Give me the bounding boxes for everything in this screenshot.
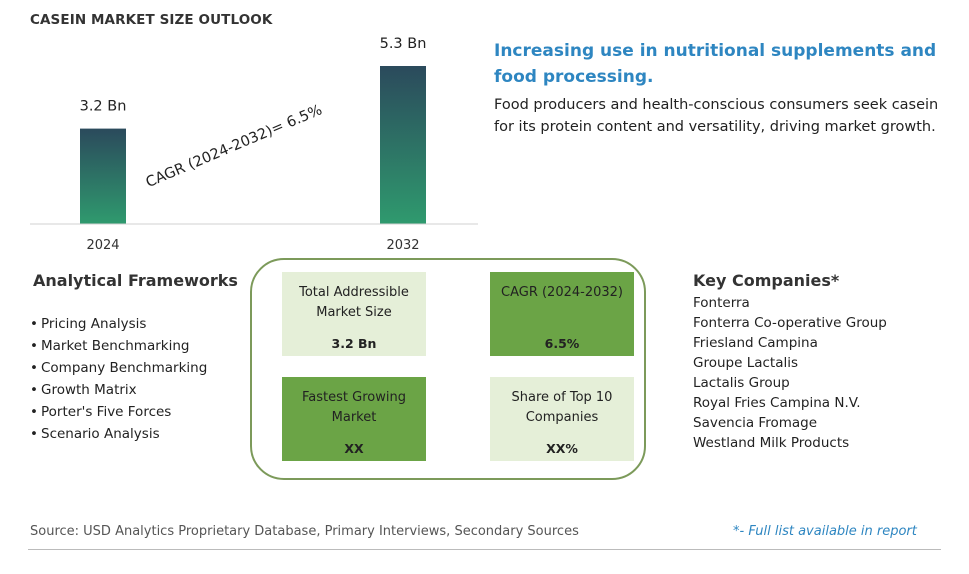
bullet-icon: • — [30, 316, 38, 332]
fastest-market-card: Fastest Growing Market XX — [282, 377, 426, 461]
x-tick-label-2024: 2024 — [86, 238, 119, 253]
list-item: • Company Benchmarking — [30, 357, 207, 379]
data-label-2032: 5.3 Bn — [380, 36, 427, 52]
cagr-value: 6.5% — [544, 336, 580, 351]
top10-share-card: Share of Top 10 Companies XX% — [490, 377, 634, 461]
bullet-icon: • — [30, 360, 38, 376]
tam-value: 3.2 Bn — [331, 336, 377, 351]
top10-share-label: Share of Top 10 Companies — [511, 390, 613, 425]
fastest-market-value: XX — [344, 441, 364, 456]
list-item: • Pricing Analysis — [30, 313, 207, 335]
frameworks-title: Analytical Frameworks — [33, 271, 238, 290]
fastest-market-label: Fastest Growing Market — [302, 390, 406, 425]
companies-title: Key Companies* — [693, 271, 840, 290]
companies-list: Fonterra Fonterra Co-operative Group Fri… — [693, 293, 887, 453]
bullet-icon: • — [30, 404, 38, 420]
list-item: • Market Benchmarking — [30, 335, 207, 357]
list-item: Westland Milk Products — [693, 435, 850, 451]
list-item: Lactalis Group — [693, 375, 790, 391]
bullet-icon: • — [30, 338, 38, 354]
list-item: • Scenario Analysis — [30, 423, 207, 445]
bottom-divider — [28, 549, 941, 550]
chart-title: CASEIN MARKET SIZE OUTLOOK — [30, 12, 273, 28]
description: Food producers and health-conscious cons… — [494, 97, 939, 135]
tam-label: Total Addressible Market Size — [299, 285, 409, 320]
bullet-icon: • — [30, 426, 38, 442]
full-list-footnote: *- Full list available in report — [733, 524, 917, 539]
list-item: Savencia Fromage — [693, 415, 818, 431]
data-label-2024: 3.2 Bn — [80, 99, 127, 115]
cagr-label: CAGR (2024-2032) — [501, 285, 623, 300]
bar-2024 — [80, 128, 126, 224]
list-item: Royal Fries Campina N.V. — [693, 395, 861, 411]
x-tick-label-2032: 2032 — [386, 238, 419, 253]
list-item: • Porter's Five Forces — [30, 401, 207, 423]
bullet-icon: • — [30, 382, 38, 398]
list-item: Fonterra Co-operative Group — [693, 315, 887, 331]
frameworks-list: • Pricing Analysis • Market Benchmarking •… — [30, 313, 207, 445]
bar-2032 — [380, 66, 426, 224]
list-item: Friesland Campina — [693, 335, 818, 351]
list-item: • Growth Matrix — [30, 379, 207, 401]
headline: Increasing use in nutritional supplement… — [494, 41, 937, 87]
tam-card: Total Addressible Market Size 3.2 Bn — [282, 272, 426, 356]
source-note: Source: USD Analytics Proprietary Databa… — [30, 524, 579, 539]
metrics-panel — [250, 258, 646, 480]
list-item: Groupe Lactalis — [693, 355, 799, 371]
top10-share-value: XX% — [546, 441, 578, 456]
list-item: Fonterra — [693, 295, 750, 311]
cagr-card: CAGR (2024-2032) 6.5% — [490, 272, 634, 356]
market-size-chart: 3.2 Bn 2024 5.3 Bn 2032 — [30, 36, 478, 253]
